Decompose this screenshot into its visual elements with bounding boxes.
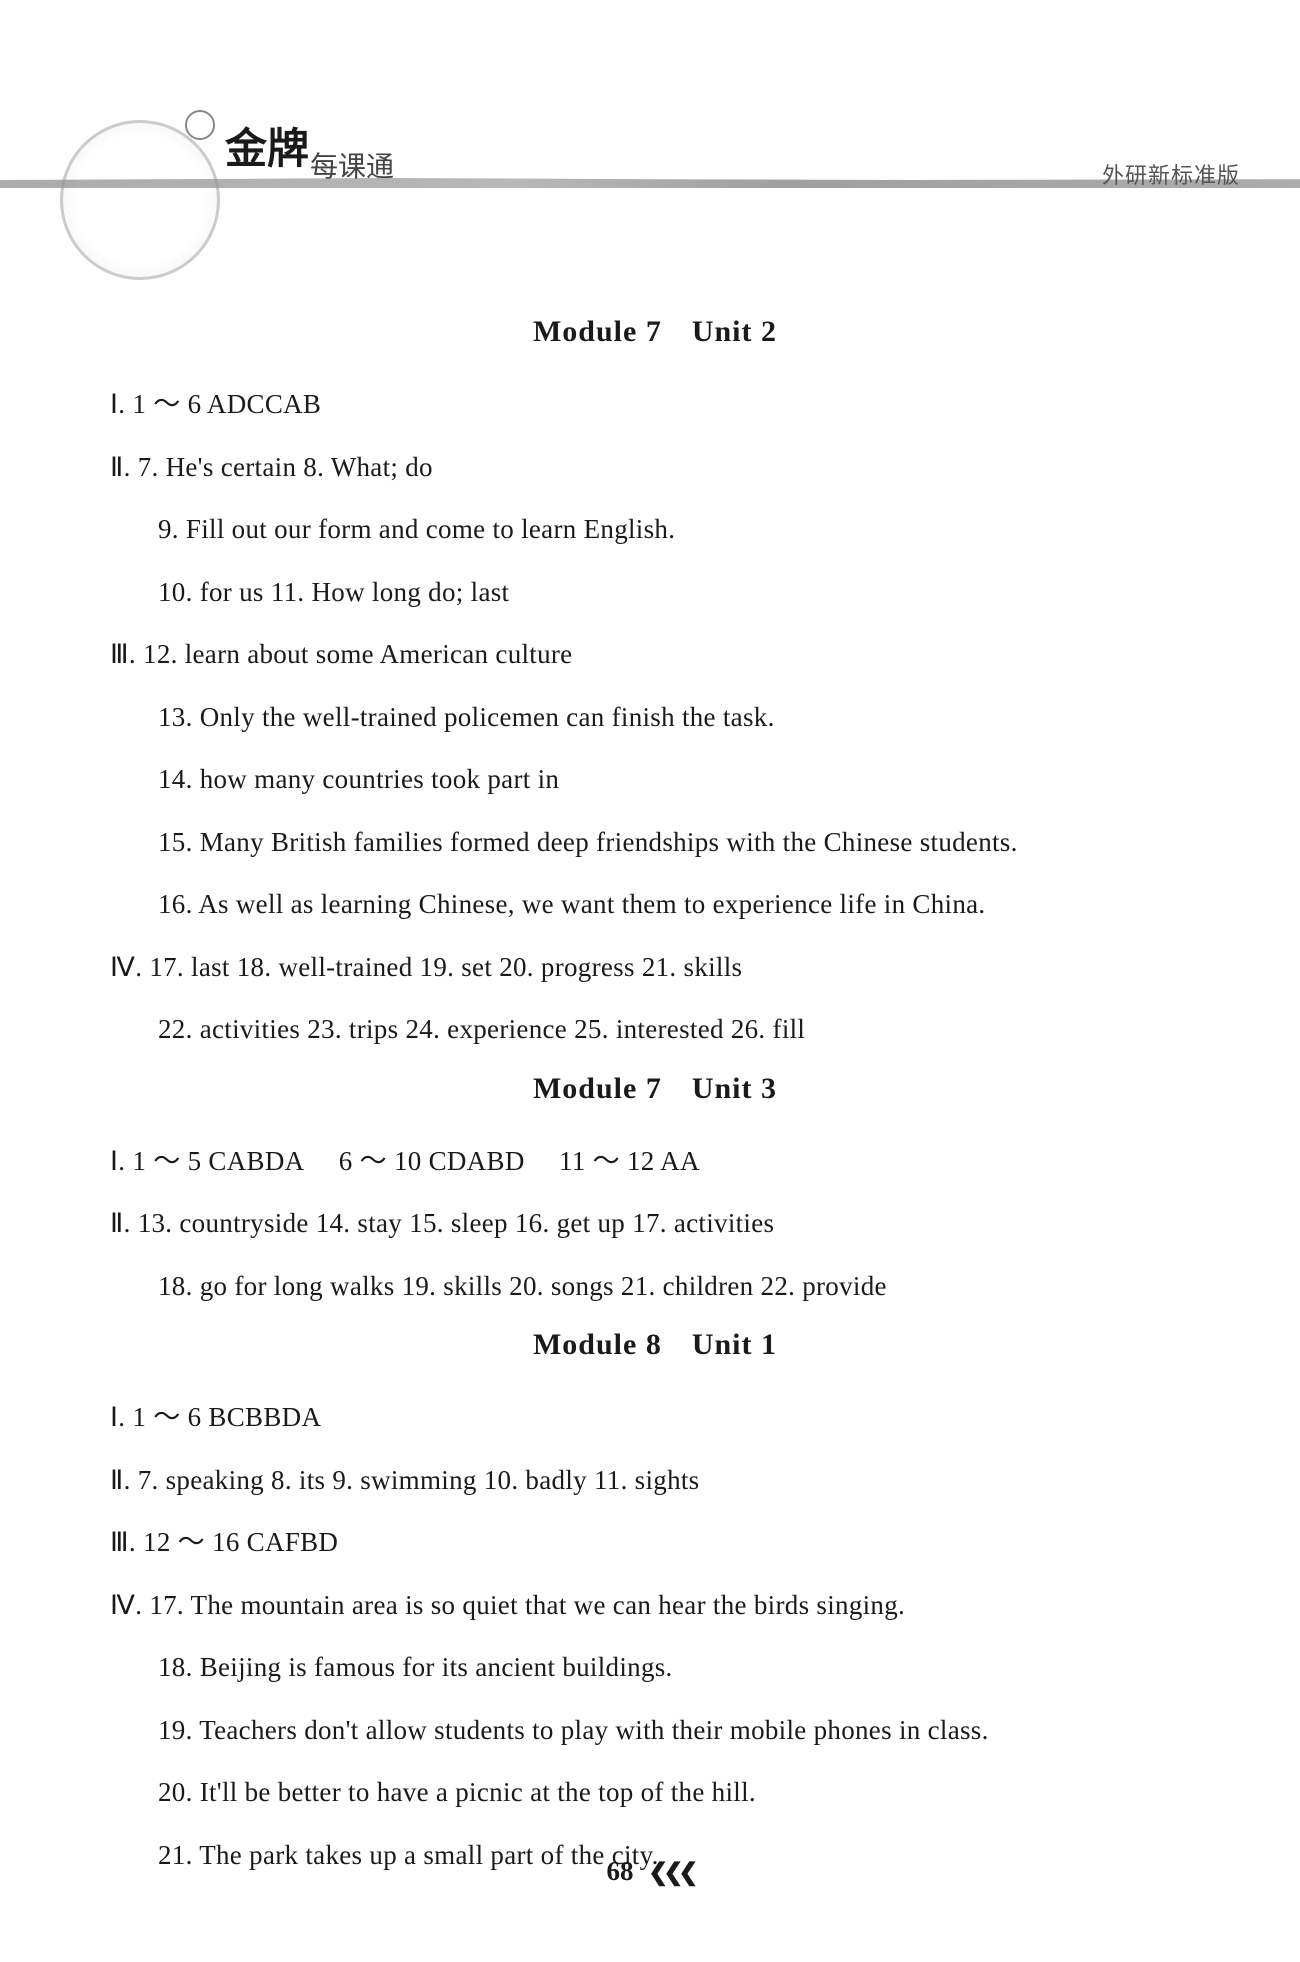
answer-line: Ⅳ. 17. The mountain area is so quiet tha… — [110, 1585, 1200, 1626]
section-title: Module 7 Unit 3 — [110, 1072, 1200, 1106]
section-title-right: Unit 1 — [692, 1328, 777, 1361]
page-arrow-icon: ❮❮❮ — [648, 1860, 693, 1886]
answer-line: Ⅱ. 13. countryside 14. stay 15. sleep 16… — [110, 1203, 1200, 1244]
answer-line: Ⅳ. 17. last 18. well-trained 19. set 20.… — [110, 947, 1200, 988]
brand-title: 金牌 — [225, 115, 309, 176]
page-number: 68 ❮❮❮ — [0, 1856, 1300, 1887]
answer-line: 15. Many British families formed deep fr… — [110, 822, 1200, 863]
answer-line: Ⅲ. 12. learn about some American culture — [110, 634, 1200, 675]
answer-line: Ⅱ. 7. He's certain 8. What; do — [110, 447, 1200, 488]
brand-subtitle: 每课通 — [310, 145, 394, 185]
answer-line: 18. go for long walks 19. skills 20. son… — [110, 1266, 1200, 1307]
answer-line: Ⅲ. 12 ～ 16 CAFBD — [110, 1522, 1200, 1563]
content-area: Module 7 Unit 2 Ⅰ. 1 ～ 6 ADCCAB Ⅱ. 7. He'… — [110, 310, 1200, 1897]
header-small-circle-decoration — [185, 110, 215, 140]
section-title-right: Unit 2 — [692, 315, 777, 348]
answer-line: 22. activities 23. trips 24. experience … — [110, 1009, 1200, 1050]
answer-line: 10. for us 11. How long do; last — [110, 572, 1200, 613]
answer-line: 13. Only the well-trained policemen can … — [110, 697, 1200, 738]
section-title: Module 7 Unit 2 — [110, 315, 1200, 349]
answer-line: Ⅰ. 1 ～ 5 CABDA 6 ～ 10 CDABD 11 ～ 12 AA — [110, 1141, 1200, 1182]
section-title-right: Unit 3 — [692, 1072, 777, 1105]
answer-line: 18. Beijing is famous for its ancient bu… — [110, 1647, 1200, 1688]
answer-line: Ⅰ. 1 ～ 6 ADCCAB — [110, 384, 1200, 425]
answer-line: Ⅰ. 1 ～ 6 BCBBDA — [110, 1397, 1200, 1438]
answer-line: 20. It'll be better to have a picnic at … — [110, 1772, 1200, 1813]
section-title: Module 8 Unit 1 — [110, 1328, 1200, 1362]
answer-line: Ⅱ. 7. speaking 8. its 9. swimming 10. ba… — [110, 1460, 1200, 1501]
answer-line: 16. As well as learning Chinese, we want… — [110, 884, 1200, 925]
answer-line: 9. Fill out our form and come to learn E… — [110, 509, 1200, 550]
answer-line: 19. Teachers don't allow students to pla… — [110, 1710, 1200, 1751]
answer-line: 14. how many countries took part in — [110, 759, 1200, 800]
edition-label: 外研新标准版 — [1102, 158, 1240, 190]
section-title-left: Module 8 — [533, 1328, 662, 1361]
page-number-value: 68 — [606, 1856, 633, 1886]
section-title-left: Module 7 — [533, 315, 662, 348]
section-title-left: Module 7 — [533, 1072, 662, 1105]
